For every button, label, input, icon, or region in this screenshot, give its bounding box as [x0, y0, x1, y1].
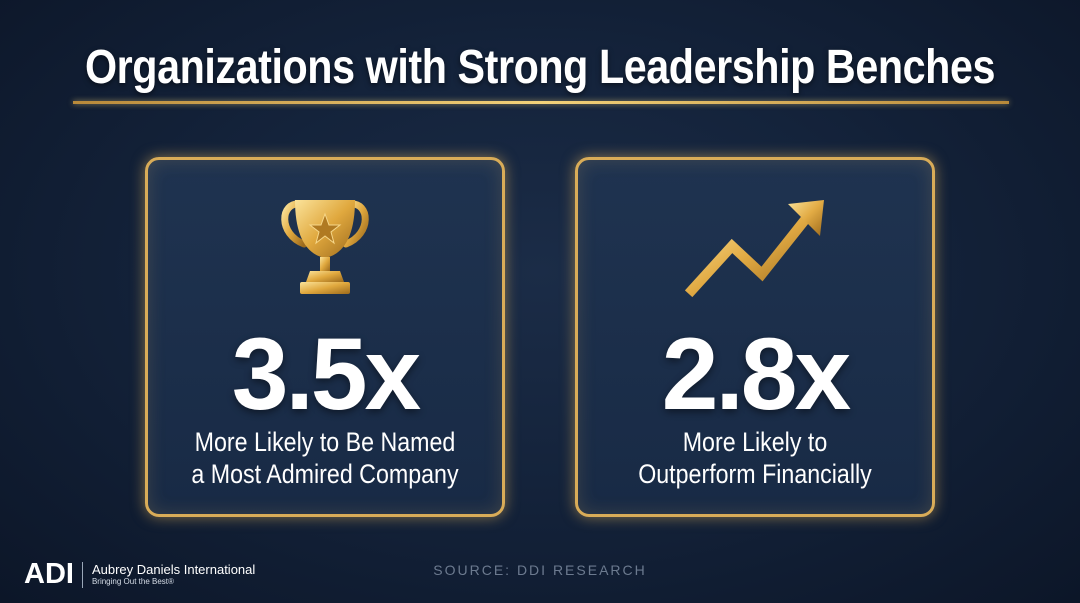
- stat-card-admired: 3.5x More Likely to Be Named a Most Admi…: [145, 157, 505, 517]
- stat-description-line2: a Most Admired Company: [191, 459, 459, 489]
- stat-description-line2: Outperform Financially: [638, 459, 872, 489]
- stat-description-line1: More Likely to: [682, 427, 828, 457]
- trend-arrow-icon: [680, 196, 830, 305]
- logo-divider: [81, 561, 83, 588]
- logo-company-name: Aubrey Daniels International: [91, 562, 256, 577]
- source-citation: SOURCE: DDI RESEARCH: [433, 562, 647, 578]
- company-logo: ADI Aubrey Daniels International Bringin…: [24, 560, 255, 589]
- title-underline: [73, 101, 1009, 104]
- logo-tagline: Bringing Out the Best®: [91, 577, 174, 586]
- page-title: Organizations with Strong Leadership Ben…: [84, 41, 996, 94]
- stat-description-line1: More Likely to Be Named: [194, 427, 456, 457]
- stat-card-financial: 2.8x More Likely to Outperform Financial…: [575, 157, 935, 517]
- stat-value: 2.8x: [661, 317, 852, 431]
- stat-value: 3.5x: [231, 317, 422, 431]
- stat-description: More Likely to Outperform Financially: [603, 426, 907, 490]
- logo-mark: ADI: [24, 558, 74, 590]
- stat-description: More Likely to Be Named a Most Admired C…: [173, 426, 477, 490]
- trophy-icon: [270, 194, 380, 311]
